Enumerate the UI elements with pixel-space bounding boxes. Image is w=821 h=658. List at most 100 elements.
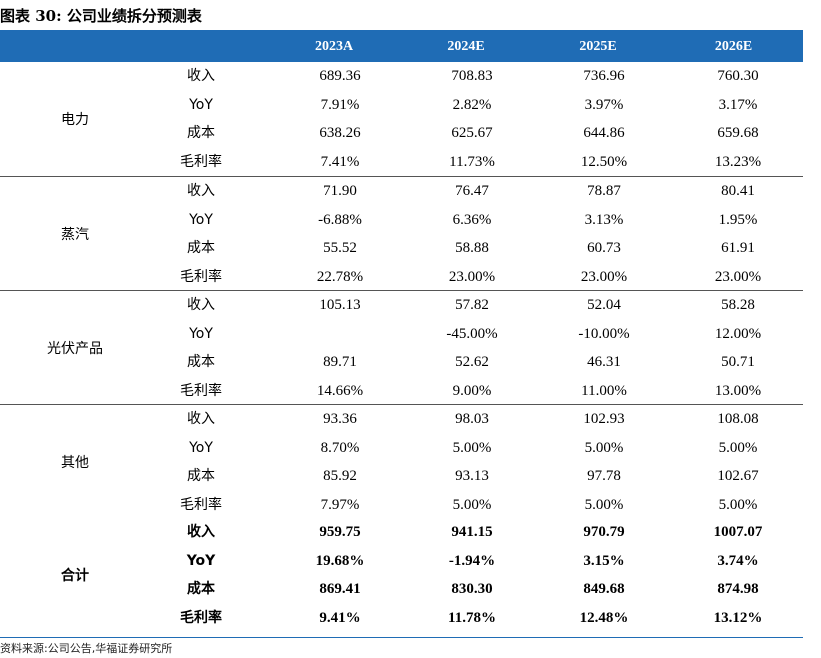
segment-label: 光伏产品	[47, 341, 103, 357]
table-header: 2023A 2024E 2025E 2026E	[0, 32, 803, 62]
value-cell: 5.00%	[718, 439, 758, 456]
value-cell: 61.91	[721, 240, 755, 256]
segment-label: 蒸汽	[61, 227, 89, 243]
table-row: 毛利率 7.97% 5.00% 5.00% 5.00%	[0, 491, 803, 520]
value-cell: 5.00%	[452, 439, 492, 456]
value-cell: 3.13%	[584, 211, 624, 228]
value-cell: 58.28	[721, 297, 755, 313]
value-cell: -45.00%	[446, 325, 498, 342]
metric-label: 成本	[187, 581, 215, 597]
table-row: 收入 959.75 941.15 970.79 1007.07	[0, 518, 803, 547]
segment-group: 蒸汽 收入 71.90 76.47 78.87 80.41 YoY -6.88% 6.36% 3.…	[0, 176, 803, 291]
table-title: 图表 30: 公司业绩拆分预测表	[0, 7, 202, 25]
value-cell: 830.30	[451, 581, 493, 597]
value-cell: 85.92	[323, 468, 357, 484]
value-cell: 7.91%	[320, 96, 360, 113]
value-cell: -10.00%	[578, 325, 630, 342]
header-year-2025: 2025E	[579, 39, 617, 54]
value-cell: 3.17%	[718, 96, 758, 113]
segment-group: 光伏产品 收入 105.13 57.82 52.04 58.28 YoY -45.00% -10…	[0, 290, 803, 405]
value-cell: 874.98	[717, 581, 759, 597]
value-cell: 5.00%	[452, 496, 492, 513]
metric-label: YoY	[189, 439, 213, 456]
metric-label: 成本	[187, 354, 215, 370]
metric-label: 收入	[187, 524, 215, 540]
value-cell: 849.68	[583, 581, 625, 597]
value-cell: 13.00%	[714, 382, 762, 399]
value-cell: 93.36	[323, 411, 357, 427]
value-cell: 644.86	[583, 125, 625, 141]
table-row: 收入 689.36 708.83 736.96 760.30	[0, 62, 803, 91]
source-note: 资料来源:公司公告,华福证券研究所	[0, 642, 173, 655]
value-cell: 102.93	[583, 411, 625, 427]
value-cell: 58.88	[455, 240, 489, 256]
value-cell: 89.71	[323, 354, 357, 370]
header-year-2024: 2024E	[447, 39, 485, 54]
metric-label: 成本	[187, 468, 215, 484]
segment-group: 电力 收入 689.36 708.83 736.96 760.30 YoY 7.91% 2.82…	[0, 62, 803, 176]
table-row: 收入 71.90 76.47 78.87 80.41	[0, 177, 803, 206]
value-cell: 7.41%	[320, 153, 360, 170]
table-row: 成本 85.92 93.13 97.78 102.67	[0, 462, 803, 491]
table-row: 毛利率 9.41% 11.78% 12.48% 13.12%	[0, 604, 803, 633]
value-cell: 105.13	[319, 297, 361, 313]
metric-label: 收入	[187, 68, 215, 84]
metric-label: 毛利率	[180, 153, 222, 170]
table-row: 收入 105.13 57.82 52.04 58.28	[0, 291, 803, 320]
value-cell: 78.87	[587, 183, 621, 199]
metric-label: YoY	[189, 211, 213, 228]
value-cell: 941.15	[451, 524, 493, 540]
metric-label: YoY	[189, 96, 213, 113]
value-cell: 13.12%	[713, 609, 763, 626]
title-rule	[0, 30, 803, 32]
metric-label: 收入	[187, 411, 215, 427]
value-cell: 5.00%	[584, 496, 624, 513]
table-row: 毛利率 22.78% 23.00% 23.00% 23.00%	[0, 263, 803, 292]
table-row: YoY 7.91% 2.82% 3.97% 3.17%	[0, 91, 803, 120]
value-cell: 108.08	[717, 411, 759, 427]
value-cell: -1.94%	[448, 552, 496, 569]
value-cell: 6.36%	[452, 211, 492, 228]
table-row: YoY -6.88% 6.36% 3.13% 1.95%	[0, 206, 803, 235]
value-cell: 7.97%	[320, 496, 360, 513]
value-cell: 57.82	[455, 297, 489, 313]
value-cell: 93.13	[455, 468, 489, 484]
value-cell: 8.70%	[320, 439, 360, 456]
bottom-rule	[0, 637, 803, 638]
value-cell: 60.73	[587, 240, 621, 256]
value-cell: 97.78	[587, 468, 621, 484]
table-row: YoY -45.00% -10.00% 12.00%	[0, 320, 803, 349]
value-cell: 959.75	[319, 524, 361, 540]
value-cell: 638.26	[319, 125, 361, 141]
table-row: 成本 55.52 58.88 60.73 61.91	[0, 234, 803, 263]
table-row: 毛利率 7.41% 11.73% 12.50% 13.23%	[0, 148, 803, 177]
value-cell: 80.41	[721, 183, 755, 199]
value-cell: 736.96	[583, 68, 625, 84]
value-cell: 98.03	[455, 411, 489, 427]
segment-label: 合计	[61, 568, 89, 584]
metric-label: YoY	[186, 552, 216, 569]
value-cell: 1.95%	[718, 211, 758, 228]
segment-group: 合计 收入 959.75 941.15 970.79 1007.07 YoY 19.68% -1…	[0, 518, 803, 632]
value-cell: 76.47	[455, 183, 489, 199]
value-cell: 869.41	[319, 581, 361, 597]
table-row: 成本 89.71 52.62 46.31 50.71	[0, 348, 803, 377]
value-cell: 625.67	[451, 125, 493, 141]
value-cell: 23.00%	[580, 268, 628, 285]
value-cell: 3.74%	[717, 552, 759, 569]
metric-label: 成本	[187, 240, 215, 256]
value-cell: -6.88%	[318, 211, 362, 228]
value-cell: 708.83	[451, 68, 493, 84]
metric-label: 毛利率	[180, 496, 222, 513]
value-cell: 12.50%	[580, 153, 628, 170]
value-cell: 23.00%	[448, 268, 496, 285]
value-cell: 12.48%	[579, 609, 629, 626]
value-cell: 12.00%	[714, 325, 762, 342]
value-cell: 19.68%	[315, 552, 365, 569]
value-cell: 11.73%	[449, 153, 495, 170]
value-cell: 46.31	[587, 354, 621, 370]
metric-label: 收入	[187, 297, 215, 313]
value-cell: 1007.07	[713, 524, 763, 540]
table-row: 收入 93.36 98.03 102.93 108.08	[0, 405, 803, 434]
header-year-2026: 2026E	[714, 39, 753, 54]
